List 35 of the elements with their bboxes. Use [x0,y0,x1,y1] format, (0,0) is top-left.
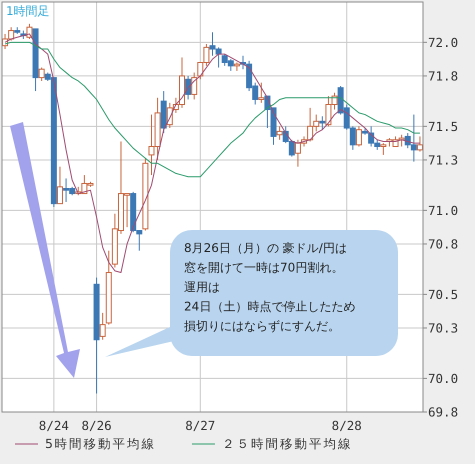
annotation: 運用は [184,280,220,294]
candlestick [56,166,63,204]
candlestick [100,312,106,340]
candlestick [276,126,283,140]
y-tick-label: 71.5 [428,118,458,134]
x-tick-label: 8/24 [38,418,69,433]
y-tick-label: 70.5 [428,286,458,302]
y-tick-label: 70.8 [428,236,458,252]
chart-title: 1時間足 [6,4,50,18]
annotation: 24日（土）時点で停止したため [184,300,356,314]
candlestick [319,116,326,130]
annotation: 損切りにはならずにすんだ。 [184,319,340,333]
legend-label: 5時間移動平均線 [45,436,156,451]
candlestick [380,142,386,156]
legend-item: ２５時間移動平均線 [191,436,352,451]
y-tick-label: 70.3 [428,320,458,336]
candlestick [356,126,362,148]
candlestick [26,23,32,40]
y-tick-label: 69.8 [428,404,458,420]
x-tick-label: 8/28 [332,418,362,433]
y-tick-label: 71.8 [428,68,458,84]
y-tick-label: 71.0 [428,202,458,218]
y-tick-label: 70.0 [428,370,458,386]
legend-item: 5時間移動平均線 [14,436,156,451]
y-tick-label: 71.3 [428,152,458,168]
y-tick-label: 72.0 [428,34,458,50]
candlestick [185,75,192,100]
candlestick [191,72,198,100]
x-tick-label: 8/27 [185,418,216,433]
annotation: 窓を開けて一時は70円割れ。 [184,260,344,274]
candlestick [258,82,264,104]
annotation: 8月26日（月）の 豪ドル/円は [184,241,347,255]
x-tick-label: 8/26 [82,418,112,433]
legend-label: ２５時間移動平均線 [222,436,352,451]
candlestick [38,67,45,82]
